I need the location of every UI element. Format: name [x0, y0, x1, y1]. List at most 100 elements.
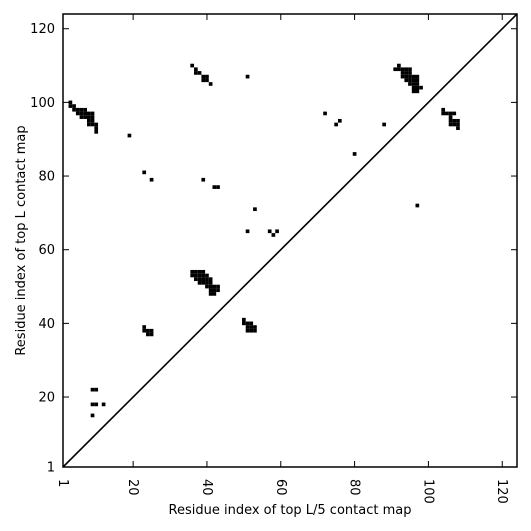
contact-point	[352, 152, 357, 156]
contact-point	[441, 111, 446, 116]
contact-point	[271, 233, 276, 237]
y-tick-label: 80	[38, 170, 55, 185]
contact-point	[197, 281, 202, 285]
contact-point	[197, 273, 202, 278]
contact-point	[212, 284, 217, 289]
contact-point	[146, 328, 150, 333]
contact-point	[205, 281, 209, 285]
contact-point	[197, 71, 202, 75]
contact-point	[408, 82, 412, 86]
contact-point	[201, 78, 206, 83]
contact-point	[101, 402, 106, 407]
contact-point	[86, 118, 91, 123]
contact-point	[456, 126, 460, 131]
contact-point	[86, 122, 91, 127]
y-tick-label: 20	[38, 391, 55, 406]
contact-point	[448, 111, 453, 116]
plot-frame	[62, 13, 518, 468]
contact-point	[205, 284, 209, 289]
contact-point	[253, 207, 257, 212]
contact-point	[79, 107, 84, 112]
contact-point	[408, 71, 412, 75]
contact-point	[212, 288, 217, 293]
y-tick-label: 40	[38, 317, 55, 332]
contact-point	[323, 111, 327, 116]
contact-point	[94, 130, 99, 134]
contact-point	[208, 292, 213, 296]
contact-point	[415, 203, 420, 208]
contact-point	[411, 85, 416, 90]
contact-point	[334, 122, 338, 127]
diagonal-line	[62, 13, 518, 468]
contact-point	[212, 185, 217, 189]
contact-point	[245, 229, 250, 234]
contact-point	[194, 71, 198, 75]
contact-point	[249, 321, 254, 326]
contact-point	[253, 325, 257, 329]
contact-point	[146, 332, 150, 337]
contact-point	[415, 89, 420, 94]
contact-point	[415, 74, 420, 79]
contact-point	[445, 111, 449, 116]
contact-point	[245, 321, 250, 326]
contact-point	[79, 115, 84, 119]
contact-point	[201, 277, 206, 282]
contact-point	[205, 277, 209, 282]
contact-point	[411, 78, 416, 83]
contact-point	[415, 78, 420, 83]
contact-point	[245, 325, 250, 329]
contact-point	[216, 284, 220, 289]
x-tick-label: 80	[347, 479, 362, 496]
contact-point	[456, 122, 460, 127]
contact-point	[194, 269, 198, 274]
contact-point	[68, 100, 73, 105]
contact-point	[201, 269, 206, 274]
contact-point	[190, 269, 195, 274]
contact-point	[415, 85, 420, 90]
contact-point	[456, 118, 460, 123]
contact-point	[411, 74, 416, 79]
contact-point	[216, 185, 220, 189]
contact-point	[452, 111, 457, 116]
contact-point	[205, 74, 209, 79]
contact-point	[197, 277, 202, 282]
contact-point	[197, 269, 202, 274]
contact-point	[245, 74, 250, 79]
contact-point	[208, 288, 213, 293]
contact-point	[404, 78, 409, 83]
x-tick-label: 20	[125, 479, 140, 496]
contact-point	[208, 82, 213, 86]
contact-point	[142, 325, 147, 329]
contact-point	[208, 281, 213, 285]
contact-points	[68, 63, 460, 418]
contact-point	[201, 281, 206, 285]
contact-point	[90, 118, 95, 123]
contact-point	[205, 78, 209, 83]
contact-point	[94, 126, 99, 131]
contact-point	[208, 284, 213, 289]
y-tick-label: 1	[47, 461, 55, 476]
contact-point	[90, 115, 95, 119]
contact-point	[408, 67, 412, 72]
contact-point	[448, 122, 453, 127]
contact-point	[90, 111, 95, 116]
contact-point	[194, 277, 198, 282]
contact-point	[94, 402, 99, 407]
contact-point	[75, 111, 80, 116]
contact-point	[404, 71, 409, 75]
x-tick-label: 60	[273, 479, 288, 496]
contact-point	[275, 229, 279, 234]
contact-point	[245, 328, 250, 333]
x-tick-label: 40	[199, 479, 214, 496]
contact-point	[83, 115, 87, 119]
contact-point	[448, 115, 453, 119]
y-axis-label: Residue index of top L contact map	[14, 125, 29, 355]
contact-point	[404, 67, 409, 72]
contact-point	[212, 292, 217, 296]
contact-point	[94, 122, 99, 127]
contact-point	[397, 67, 401, 72]
contact-point	[72, 104, 76, 108]
contact-point	[249, 328, 254, 333]
contact-point	[142, 170, 147, 175]
